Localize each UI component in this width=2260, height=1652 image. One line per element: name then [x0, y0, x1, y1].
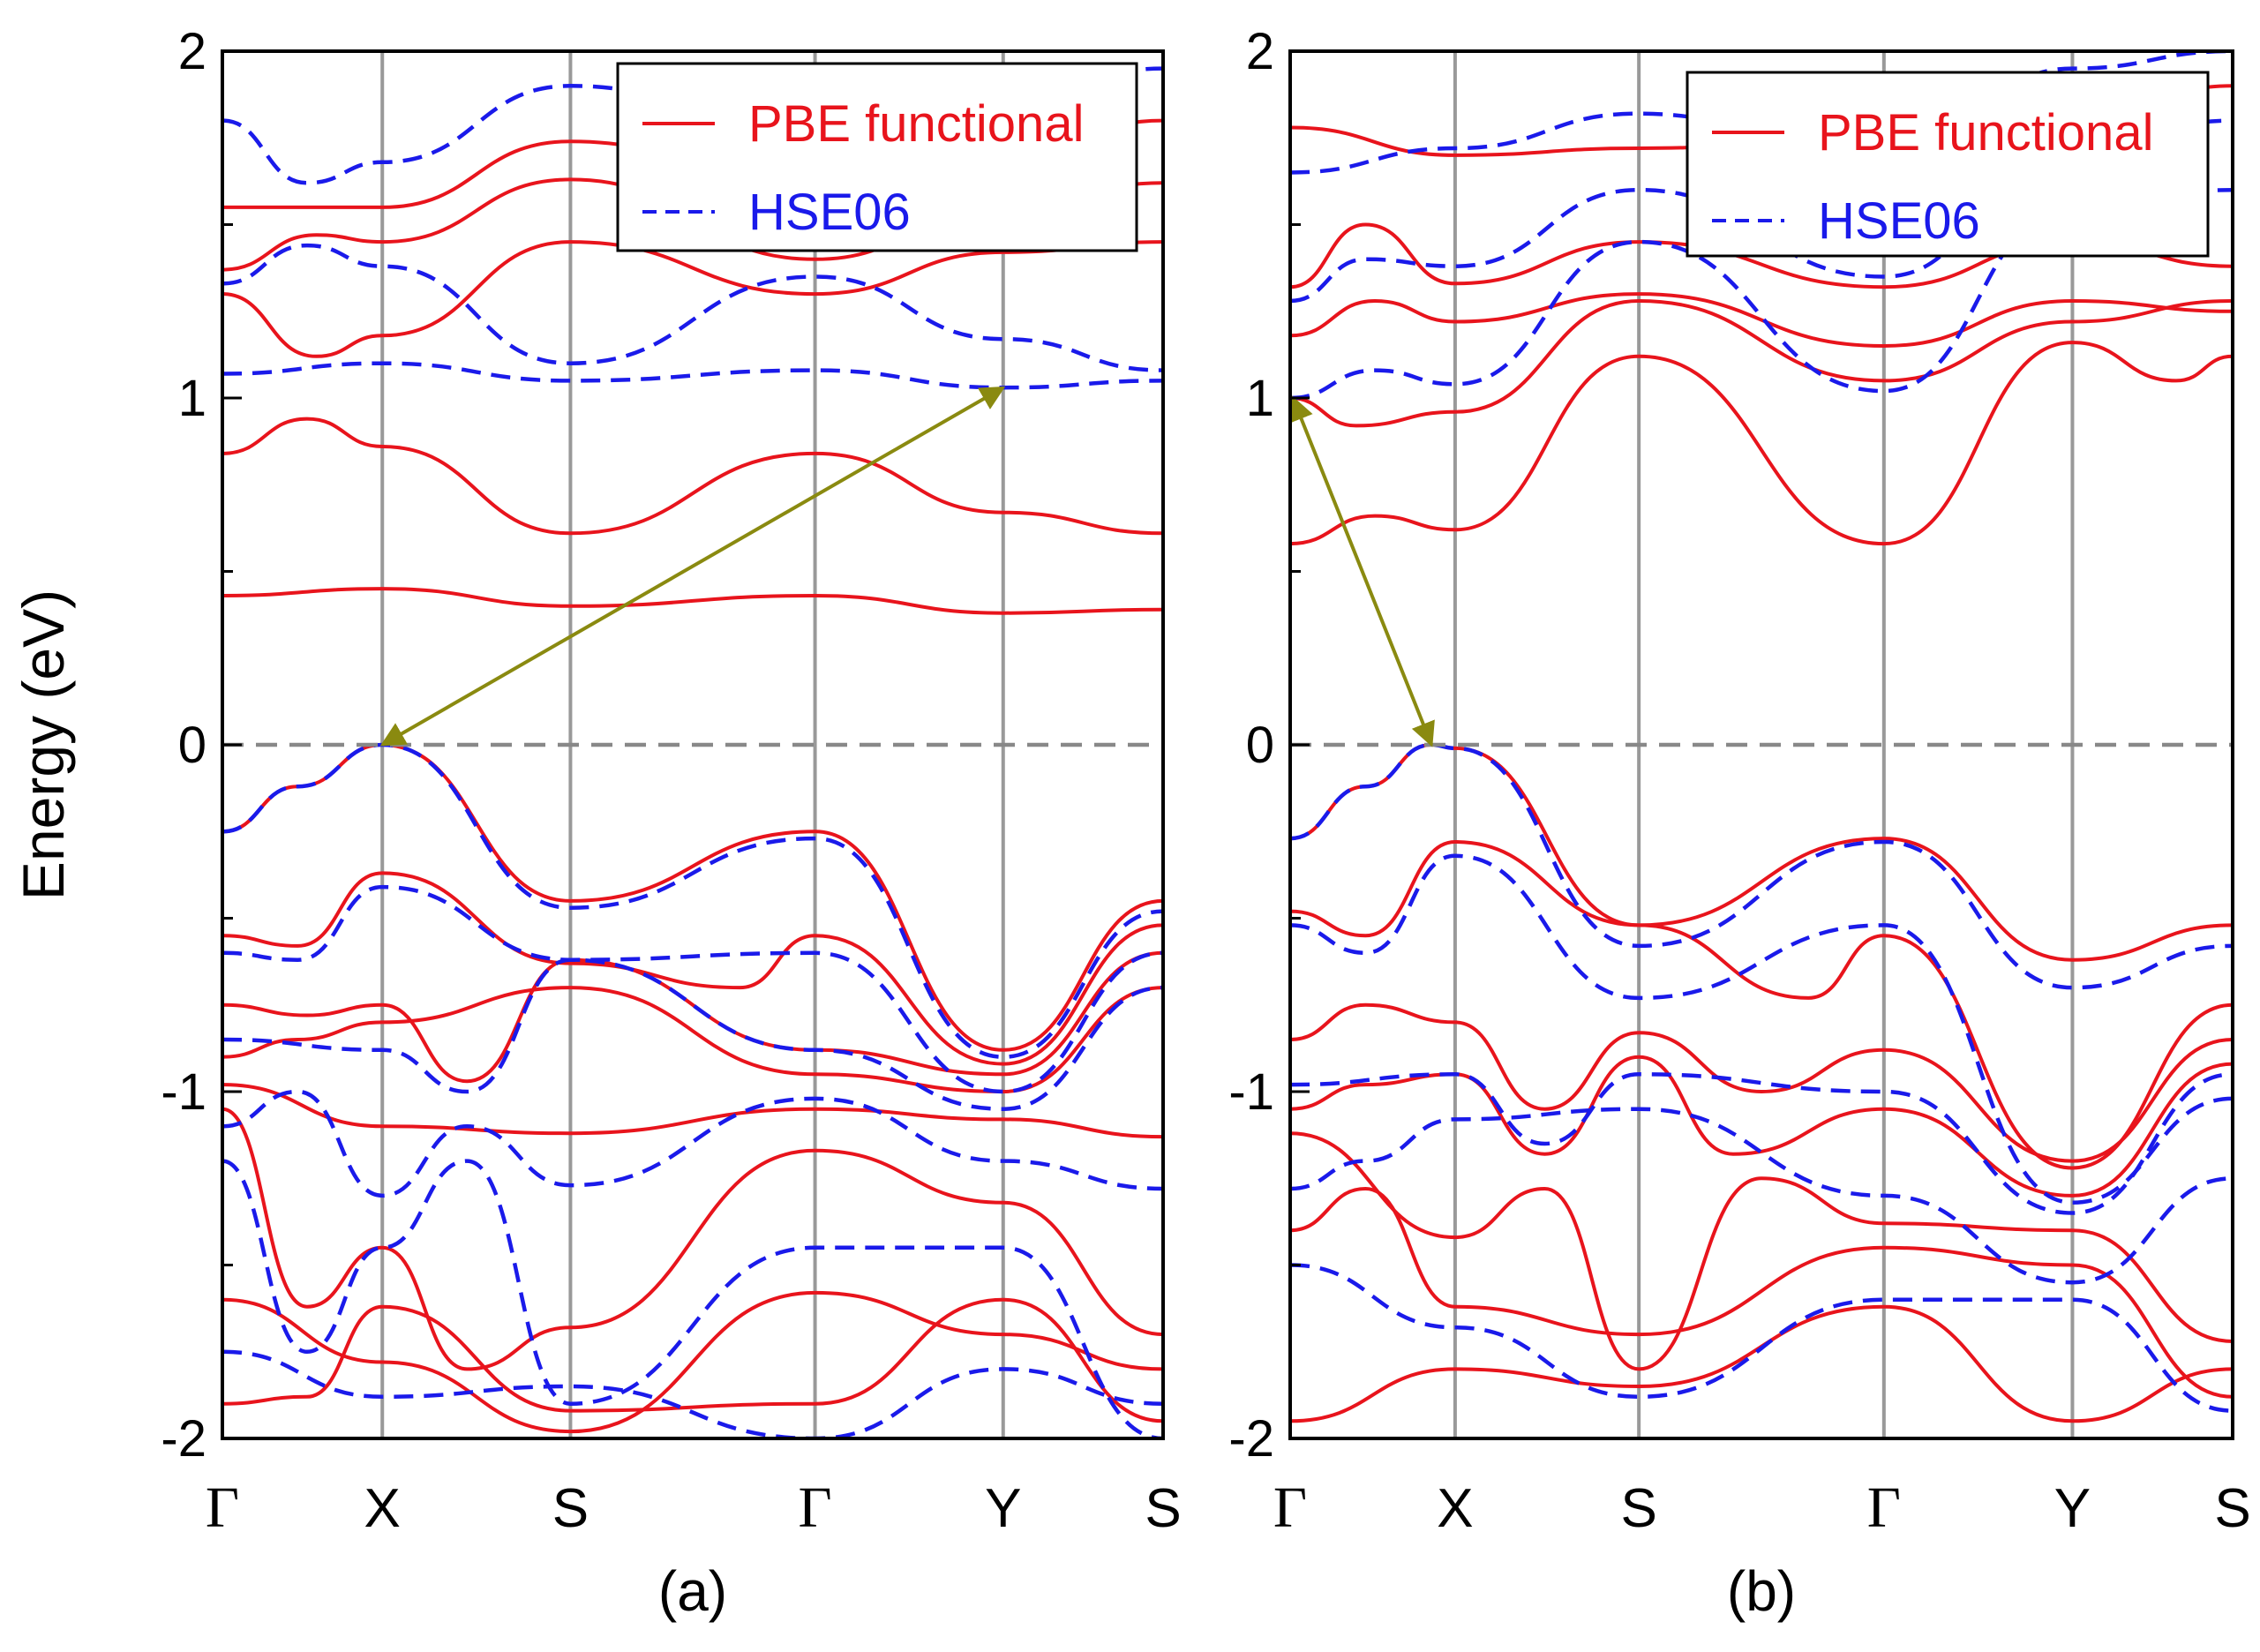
y-tick-label: 0 [178, 717, 206, 774]
y-tick-label: -2 [161, 1410, 206, 1468]
kpoint-label: S [1145, 1478, 1181, 1539]
pbe-band-6 [1290, 839, 2233, 1170]
hse06-band-7 [222, 1159, 1163, 1438]
panel-a: -2 -1 0 1 2 Γ X S Γ Y S (a) PBE functional HSE06 [161, 23, 1181, 1623]
kpoint-label: Γ [206, 1476, 239, 1540]
y-tick-label: 1 [178, 370, 206, 427]
kpoint-label: S [1620, 1478, 1656, 1539]
pbe-band-9 [1290, 1131, 2233, 1371]
panel-label: (a) [658, 1559, 727, 1623]
kpoint-label: Γ [1273, 1476, 1307, 1540]
band-gap-arrow [1289, 395, 1435, 747]
kpoint-label: Y [2054, 1478, 2091, 1539]
y-tick-label: 0 [1246, 717, 1274, 774]
y-tick-label: -1 [1228, 1063, 1274, 1121]
pbe-band-10 [1290, 1186, 2233, 1399]
y-axis-title: Energy (eV) [11, 589, 76, 900]
hse06-band-8 [222, 1349, 1163, 1438]
hse06-band-6 [1290, 1107, 2233, 1285]
hse06-band-6 [222, 1089, 1163, 1198]
kpoint-label: X [364, 1478, 401, 1539]
pbe-band-12 [222, 1297, 1163, 1423]
hse06-band-3 [1290, 742, 2233, 990]
hse06-band-3 [222, 742, 1163, 1059]
hse06-band-0 [1290, 187, 2233, 401]
y-tick-label: 1 [1246, 370, 1274, 427]
kpoint-label: X [1437, 1478, 1473, 1539]
hse06-band-5 [222, 957, 1163, 1111]
band-gap-arrow [379, 386, 1006, 747]
y-tick-label: -2 [1228, 1410, 1274, 1468]
kpoint-label: Γ [799, 1476, 832, 1540]
y-tick-label: 2 [1246, 23, 1274, 80]
legend-label: PBE functional [748, 95, 1084, 153]
kpoint-label: Y [985, 1478, 1021, 1539]
pbe-band-2 [1290, 292, 2233, 349]
pbe-band-11 [222, 1290, 1163, 1434]
pbe-band-11 [1290, 1304, 2233, 1423]
legend-label: HSE06 [1818, 192, 1980, 250]
pbe-band-6 [222, 871, 1163, 1066]
y-tick-label: 2 [178, 23, 206, 80]
y-tick-label: -1 [161, 1063, 206, 1121]
pbe-band-0 [222, 587, 1163, 615]
legend-box [616, 62, 1138, 252]
hse06-band-7 [1290, 1263, 2233, 1413]
pbe-band-10 [222, 1107, 1163, 1371]
pbe-band-9 [222, 1083, 1163, 1139]
pbe-band-7 [1290, 1002, 2233, 1163]
pbe-band-0 [1290, 341, 2233, 546]
legend-label: HSE06 [748, 184, 911, 241]
kpoint-label: S [2214, 1478, 2250, 1539]
hse06-band-0 [222, 361, 1163, 390]
legend-box [1686, 71, 2210, 258]
hse06-band-4 [1290, 853, 2233, 1205]
hse06-band-1 [222, 243, 1163, 372]
legend-label: PBE functional [1818, 104, 2153, 161]
panel-label: (b) [1727, 1559, 1796, 1623]
legend: PBE functional HSE06 [616, 62, 1138, 252]
panel-b: -2 -1 0 1 2 Γ X S Γ Y S (b) PBE functional HSE06 [1228, 23, 2250, 1623]
pbe-band-1 [222, 417, 1163, 536]
legend: PBE functional HSE06 [1686, 71, 2210, 258]
hse06-band-4 [222, 884, 1163, 1094]
hse06-band-5 [1290, 1072, 2233, 1215]
bands-group [222, 66, 1163, 1438]
pbe-band-8 [1290, 1055, 2233, 1198]
kpoint-label: Γ [1867, 1476, 1901, 1540]
kpoint-label: S [552, 1478, 589, 1539]
